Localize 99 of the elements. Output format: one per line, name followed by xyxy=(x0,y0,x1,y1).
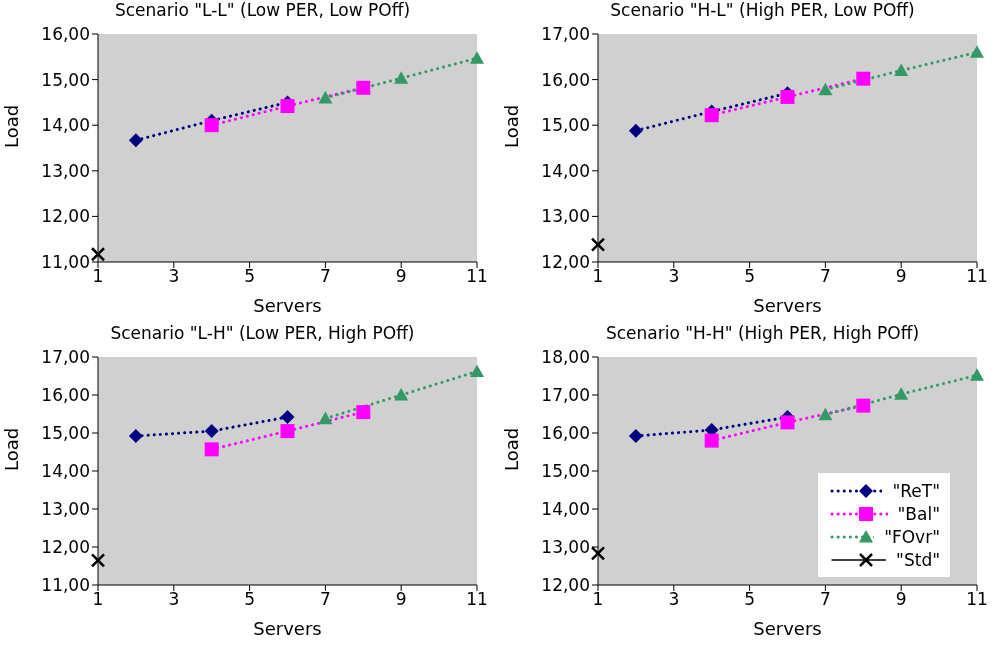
x-tick-label: 7 xyxy=(819,266,831,287)
y-tick-label: 14,00 xyxy=(541,499,590,520)
point xyxy=(856,71,871,86)
x-tick-label: 7 xyxy=(319,266,331,287)
point xyxy=(628,123,643,138)
x-axis-title: Servers xyxy=(253,295,322,316)
point xyxy=(280,424,295,439)
x-tick-label: 9 xyxy=(895,589,907,610)
point xyxy=(356,80,371,95)
y-tick-label: 16,00 xyxy=(41,24,90,45)
point xyxy=(318,411,333,425)
x-axis-title: Servers xyxy=(753,618,822,639)
y-tick-label: 12,00 xyxy=(541,252,590,273)
y-tick-label: 17,00 xyxy=(41,347,90,368)
x-tick-label: 11 xyxy=(466,266,488,287)
legend-label: "ReT" xyxy=(892,480,940,501)
y-tick-label: 13,00 xyxy=(541,537,590,558)
point xyxy=(628,429,643,444)
y-tick-label: 15,00 xyxy=(41,423,90,444)
y-tick-label: 15,00 xyxy=(541,461,590,482)
y-tick-label: 17,00 xyxy=(541,24,590,45)
point xyxy=(470,364,484,378)
point xyxy=(970,45,984,58)
point xyxy=(356,405,371,420)
y-tick-label: 14,00 xyxy=(41,115,90,136)
point xyxy=(704,433,719,448)
x-tick-label: 3 xyxy=(668,266,680,287)
point xyxy=(856,398,871,413)
y-axis-title: Load xyxy=(501,427,523,471)
y-tick-label: 13,00 xyxy=(541,206,590,227)
y-tick-label: 16,00 xyxy=(41,385,90,406)
x-tick-label: 3 xyxy=(168,266,180,287)
y-tick-label: 17,00 xyxy=(541,385,590,406)
y-tick-label: 15,00 xyxy=(41,69,90,90)
x-tick-label: 9 xyxy=(895,266,907,287)
point xyxy=(818,407,833,421)
y-tick-label: 14,00 xyxy=(41,461,90,482)
x-tick-label: 3 xyxy=(168,589,180,610)
point xyxy=(394,71,409,84)
point xyxy=(280,99,295,114)
point xyxy=(704,108,719,123)
point xyxy=(590,237,606,252)
y-tick-label: 12,00 xyxy=(41,206,90,227)
x-tick-label: 1 xyxy=(592,266,604,287)
x-tick-label: 11 xyxy=(466,589,488,610)
x-tick-label: 5 xyxy=(744,266,756,287)
chart-title: Scenario "H-H" (High PER, High POff) xyxy=(604,323,921,345)
legend-label: "Std" xyxy=(896,549,940,570)
y-tick-label: 18,00 xyxy=(541,347,590,368)
legend-label: "FOvr" xyxy=(884,526,940,547)
y-tick-label: 13,00 xyxy=(41,499,90,520)
point xyxy=(590,546,606,561)
x-tick-label: 5 xyxy=(744,589,756,610)
y-tick-label: 16,00 xyxy=(541,69,590,90)
point xyxy=(780,415,795,430)
x-tick-label: 5 xyxy=(244,589,256,610)
point xyxy=(894,387,909,400)
y-tick-label: 12,00 xyxy=(541,575,590,596)
x-tick-label: 1 xyxy=(92,589,104,610)
x-tick-label: 3 xyxy=(668,589,680,610)
y-tick-label: 14,00 xyxy=(541,160,590,181)
x-tick-label: 5 xyxy=(244,266,256,287)
point xyxy=(204,118,219,133)
point xyxy=(90,553,106,568)
point xyxy=(470,51,484,64)
y-axis-title: Load xyxy=(1,104,23,148)
x-axis-title: Servers xyxy=(753,295,822,316)
y-tick-label: 13,00 xyxy=(41,160,90,181)
x-tick-label: 11 xyxy=(966,589,988,610)
point xyxy=(818,82,833,96)
x-tick-label: 11 xyxy=(966,266,988,287)
point xyxy=(394,388,409,401)
y-tick-label: 11,00 xyxy=(41,252,90,273)
x-tick-label: 7 xyxy=(819,589,831,610)
y-tick-label: 15,00 xyxy=(541,115,590,136)
point xyxy=(204,424,219,439)
y-axis-title: Load xyxy=(501,104,523,148)
x-axis-title: Servers xyxy=(253,618,322,639)
x-tick-label: 9 xyxy=(395,266,407,287)
x-tick-label: 1 xyxy=(92,266,104,287)
y-tick-label: 12,00 xyxy=(41,537,90,558)
y-tick-label: 16,00 xyxy=(541,423,590,444)
y-axis-title: Load xyxy=(1,427,23,471)
point xyxy=(128,133,143,148)
y-tick-label: 11,00 xyxy=(41,575,90,596)
chart-title: Scenario "H-L" (High PER, Low POff) xyxy=(609,0,916,22)
point xyxy=(318,90,333,104)
x-tick-label: 1 xyxy=(592,589,604,610)
point xyxy=(280,410,295,425)
point xyxy=(204,442,219,457)
x-tick-label: 7 xyxy=(319,589,331,610)
x-tick-label: 9 xyxy=(395,589,407,610)
point xyxy=(128,429,143,444)
point xyxy=(970,368,984,381)
point xyxy=(90,247,106,262)
chart-title: Scenario "L-L" (Low PER, Low POff) xyxy=(113,0,412,22)
chart-title: Scenario "L-H" (Low PER, High POff) xyxy=(109,323,416,345)
point xyxy=(894,63,909,77)
legend-label: "Bal" xyxy=(897,503,940,524)
